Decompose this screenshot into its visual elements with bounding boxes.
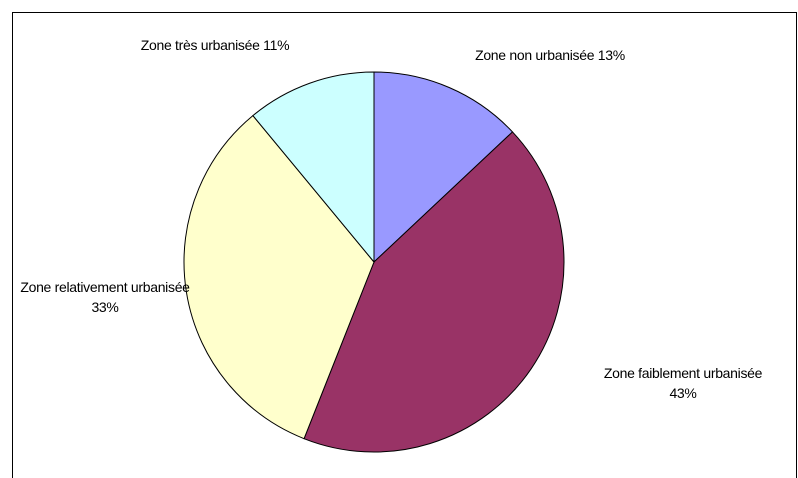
pie-slice xyxy=(183,114,375,440)
pie-slice xyxy=(303,131,565,453)
chart-border xyxy=(12,12,797,478)
category-label: Zone faiblement urbanisée xyxy=(603,365,763,381)
category-label: Zone relativement urbanisée xyxy=(20,279,190,295)
category-label: Zone très urbanisée xyxy=(140,37,260,53)
value-label: 33% xyxy=(91,299,119,315)
pie-slice xyxy=(252,71,375,264)
data-label: Zone très urbanisée 11% xyxy=(100,35,330,55)
value-label: 43% xyxy=(669,385,697,401)
data-label: Zone non urbanisée 13% xyxy=(430,45,670,65)
value-label: 11% xyxy=(263,37,290,53)
value-label: 13% xyxy=(597,47,625,63)
data-label: Zone relativement urbanisée 33% xyxy=(20,277,190,317)
data-label: Zone faiblement urbanisée 43% xyxy=(563,363,798,403)
category-label: Zone non urbanisée xyxy=(475,47,595,63)
pie-slice xyxy=(373,71,514,264)
